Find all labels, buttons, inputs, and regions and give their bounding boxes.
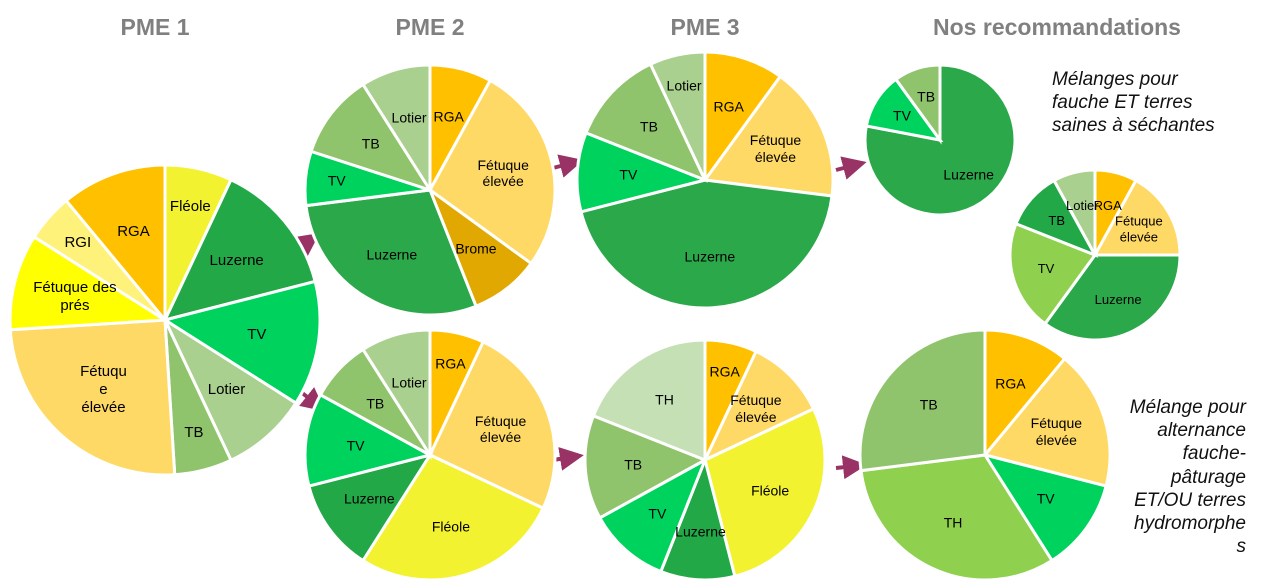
pie-slice bbox=[591, 338, 707, 463]
slice-label: Brome bbox=[455, 240, 497, 257]
pie-slice bbox=[1042, 253, 1182, 342]
heading: PME 3 bbox=[670, 14, 740, 40]
pie-slice bbox=[859, 453, 1055, 582]
pie-slice bbox=[648, 50, 707, 181]
slice-label: RGI bbox=[64, 234, 92, 252]
pie-slice bbox=[360, 453, 546, 582]
pie-slice bbox=[982, 356, 1112, 488]
slice-label: Luzerne bbox=[366, 246, 418, 263]
pie-slice bbox=[579, 178, 834, 310]
slice-label: Lotier bbox=[207, 380, 246, 398]
slice-label: Fétuque élevée bbox=[730, 392, 782, 426]
slice-label: TB bbox=[184, 423, 204, 441]
slice-label: TV bbox=[648, 505, 667, 522]
pie-slice bbox=[162, 177, 317, 323]
slice-label: RGA bbox=[709, 363, 740, 380]
pie-slice bbox=[304, 188, 478, 317]
slice-label: TH bbox=[943, 514, 963, 531]
slice-label: Fétuque élevée bbox=[477, 156, 529, 190]
slice-label: TB bbox=[640, 119, 658, 136]
pie-slice bbox=[8, 234, 170, 332]
slice-label: Luzerne bbox=[684, 248, 736, 265]
slice-label: Lotier bbox=[391, 374, 427, 391]
pie-slice bbox=[893, 63, 942, 145]
pie-slice bbox=[1092, 178, 1182, 257]
pie-slice bbox=[703, 50, 783, 185]
slice-label: RGA bbox=[433, 108, 464, 125]
slice-label: Fétuque des prés bbox=[33, 278, 117, 314]
slice-label: Fétuque élevée bbox=[1030, 415, 1083, 448]
pie-slice bbox=[428, 78, 557, 266]
slice-label: Fléole bbox=[169, 197, 211, 215]
pie-slice bbox=[703, 406, 827, 579]
slice-label: TV bbox=[619, 166, 638, 183]
pie-slice bbox=[584, 62, 708, 183]
slice-label: TB bbox=[1048, 213, 1066, 229]
slice-label: Luzerne bbox=[344, 490, 395, 507]
slice-label: TB bbox=[624, 456, 643, 473]
pie-slice bbox=[161, 279, 322, 406]
pie-slice bbox=[309, 82, 434, 193]
slice-label: RGA bbox=[117, 223, 150, 241]
pie-slice bbox=[575, 130, 710, 214]
slice-label: TV bbox=[247, 325, 267, 343]
slice-label: TV bbox=[1036, 490, 1055, 507]
slice-label: TV bbox=[327, 172, 346, 189]
slice-label: Lotier bbox=[1066, 197, 1099, 213]
slice-label: TB bbox=[366, 395, 385, 412]
slice-label: TB bbox=[361, 135, 380, 152]
pie-slice bbox=[360, 63, 432, 196]
slice-label: Fétuque élevée bbox=[1115, 213, 1163, 245]
pie-slice bbox=[8, 318, 177, 477]
slice-label: Fléole bbox=[431, 518, 470, 535]
heading: PME 2 bbox=[395, 14, 465, 40]
pie-slice bbox=[981, 452, 1108, 563]
pie-slice bbox=[161, 315, 298, 463]
heading: PME 1 bbox=[120, 14, 190, 40]
pie-slice bbox=[428, 339, 557, 511]
slice-label: Lotier bbox=[391, 109, 427, 126]
pie-slice bbox=[360, 328, 432, 461]
pie-slice bbox=[702, 74, 835, 198]
pie-slice bbox=[64, 163, 167, 325]
slice-label: RGA bbox=[435, 355, 466, 372]
slice-label: Luzerne bbox=[675, 523, 726, 540]
slice-label: Luzerne bbox=[1094, 292, 1142, 308]
slice-label: TV bbox=[346, 437, 365, 454]
slice-label: RGA bbox=[713, 98, 744, 115]
slice-label: TV bbox=[893, 107, 911, 124]
slice-label: Lotier bbox=[666, 77, 702, 94]
slice-label: RGA bbox=[995, 376, 1026, 393]
slice-label: Fétuque élevée bbox=[749, 132, 802, 166]
pie-slice bbox=[1052, 168, 1097, 256]
pie-slice bbox=[583, 413, 709, 520]
slice-label: Luzerne bbox=[943, 166, 994, 183]
pie-slice bbox=[983, 328, 1067, 460]
pie-slice bbox=[1008, 221, 1098, 326]
pie-slice bbox=[701, 349, 816, 464]
pie-slice bbox=[303, 392, 435, 488]
pie-slice bbox=[863, 63, 1017, 217]
slice-label: Fétuque élevée bbox=[474, 412, 527, 446]
heading: Nos recommandations bbox=[933, 14, 1181, 40]
slice-label: Luzerne bbox=[209, 251, 264, 269]
pie-slice bbox=[307, 452, 434, 563]
slice-label: TB bbox=[917, 88, 936, 105]
annotation: Mélanges pour fauche ET terres saines à … bbox=[1052, 69, 1215, 137]
slice-label: Fléole bbox=[751, 482, 790, 499]
slice-label: Fétuqu e élevée bbox=[80, 362, 127, 416]
pie-slice bbox=[858, 328, 987, 473]
slice-label: TB bbox=[919, 396, 938, 413]
annotation: Mélange pour alternance fauche- pâturage… bbox=[1129, 397, 1246, 558]
pie-slice bbox=[597, 456, 708, 574]
slice-label: TV bbox=[1037, 261, 1055, 277]
slice-label: TH bbox=[655, 392, 674, 409]
slice-label: RGA bbox=[1093, 197, 1122, 213]
